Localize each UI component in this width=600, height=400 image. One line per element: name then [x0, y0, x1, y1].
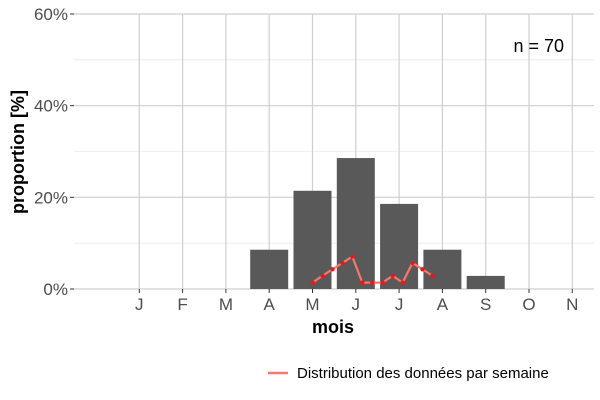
- y-tick-label: 20%: [34, 188, 68, 207]
- series-point-11: [410, 260, 415, 266]
- legend: Distribution des données par semaine: [268, 365, 549, 382]
- series-point-10: [400, 280, 405, 285]
- y-tick-label: 0%: [43, 280, 68, 299]
- x-tick-label: N: [566, 295, 578, 314]
- x-tick-label: O: [522, 295, 535, 314]
- bar-7: [380, 203, 419, 289]
- x-axis-ticks: JFMAMJJASOND: [135, 289, 578, 314]
- y-tick-label: 40%: [34, 97, 68, 116]
- series-point-4: [340, 260, 345, 266]
- series-point-5: [350, 254, 355, 259]
- bar-6: [336, 158, 375, 289]
- series-point-1: [310, 280, 315, 285]
- x-tick-label: A: [264, 295, 276, 314]
- y-axis-ticks: 0% 20% 40% 60%: [34, 5, 74, 299]
- series-point-6: [360, 280, 365, 285]
- bar-4: [250, 249, 289, 289]
- weekly-line-series: [310, 254, 435, 285]
- series-point-7: [370, 280, 375, 285]
- series-point-13: [430, 273, 435, 278]
- series-point-12: [420, 267, 425, 272]
- x-tick-label: S: [480, 295, 491, 314]
- x-tick-label: A: [437, 295, 449, 314]
- y-axis-title: proportion [%]: [8, 90, 28, 214]
- series-point-2: [320, 273, 325, 278]
- bar-9: [466, 275, 505, 289]
- x-tick-label: M: [219, 295, 233, 314]
- series-point-3: [330, 267, 335, 272]
- bar-5: [293, 190, 332, 289]
- series-point-9: [390, 273, 395, 278]
- x-tick-label: J: [352, 295, 361, 314]
- y-tick-label: 60%: [34, 5, 68, 24]
- bars: [250, 158, 505, 289]
- legend-label: Distribution des données par semaine: [297, 365, 549, 382]
- x-tick-label: M: [305, 295, 319, 314]
- series-point-8: [380, 280, 385, 285]
- annotation-n: n = 70: [513, 36, 564, 56]
- x-tick-label: J: [395, 295, 404, 314]
- bar-8: [423, 249, 462, 289]
- x-tick-label: F: [177, 295, 187, 314]
- x-tick-label: J: [135, 295, 144, 314]
- x-axis-title: mois: [312, 317, 354, 337]
